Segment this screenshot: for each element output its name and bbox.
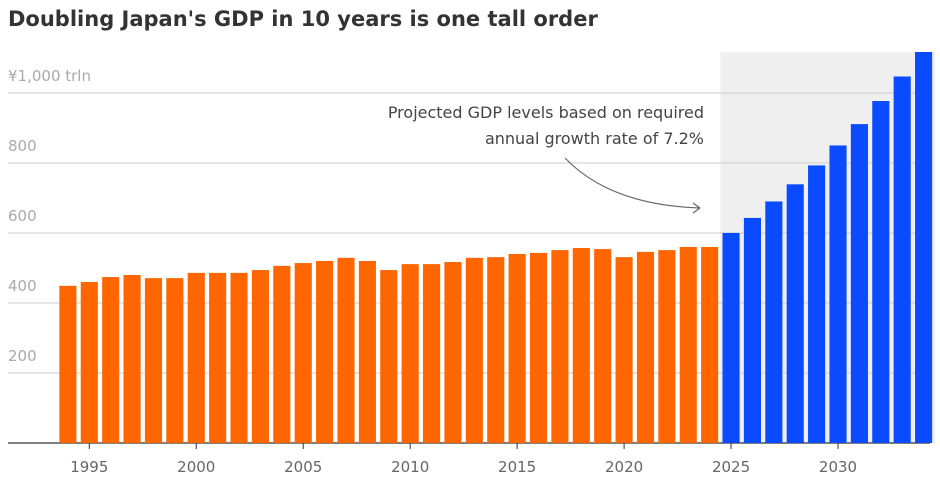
bar <box>615 257 633 443</box>
bar <box>872 101 890 444</box>
bar <box>123 274 141 443</box>
y-tick-label: 800 <box>8 137 37 155</box>
bar <box>230 272 248 443</box>
bar <box>508 253 526 443</box>
bar <box>401 264 419 443</box>
bar <box>423 264 441 443</box>
bar <box>893 76 911 443</box>
bar <box>529 252 548 443</box>
bar <box>102 277 120 443</box>
x-tick-label: 2030 <box>819 458 857 476</box>
bar <box>594 249 612 443</box>
x-tick-label: 1995 <box>70 458 108 476</box>
bar <box>380 270 398 443</box>
bar <box>701 246 719 443</box>
bar <box>144 278 163 443</box>
x-tick-label: 2005 <box>284 458 322 476</box>
bar <box>551 250 569 443</box>
bar <box>786 184 804 443</box>
bar <box>765 201 783 443</box>
x-tick-label: 2000 <box>177 458 215 476</box>
bar <box>294 263 312 443</box>
bar <box>850 124 868 443</box>
bar <box>722 232 740 443</box>
bar <box>337 257 355 443</box>
bar <box>636 251 655 443</box>
bar <box>251 270 269 443</box>
bar <box>487 257 505 443</box>
x-tick-label: 2010 <box>391 458 429 476</box>
bar <box>743 217 762 443</box>
bar <box>658 250 676 443</box>
arrow-head <box>692 202 701 214</box>
bar <box>59 285 77 443</box>
y-tick-label: 600 <box>8 207 37 225</box>
bar <box>679 246 697 443</box>
bar <box>273 265 291 443</box>
bar <box>572 248 590 443</box>
x-tick-label: 2025 <box>712 458 750 476</box>
bar <box>465 257 483 443</box>
x-tick-label: 2015 <box>498 458 536 476</box>
bar <box>829 145 847 443</box>
bars <box>59 52 933 444</box>
annotation-arrow <box>564 157 701 209</box>
y-tick-label: ¥1,000 trln <box>8 67 91 85</box>
bar <box>808 165 826 444</box>
bar <box>316 260 334 443</box>
bar <box>166 278 184 443</box>
x-tick-label: 2020 <box>605 458 643 476</box>
y-tick-label: 400 <box>8 277 37 295</box>
bar <box>80 281 98 443</box>
bar <box>358 260 376 443</box>
bar <box>187 272 205 443</box>
annotation: annual growth rate of 7.2% <box>485 129 704 148</box>
y-tick-label: 200 <box>8 347 37 365</box>
annotation: Projected GDP levels based on required <box>388 103 704 122</box>
chart-title: Doubling Japan's GDP in 10 years is one … <box>8 7 598 31</box>
bar <box>915 52 933 443</box>
bar <box>444 262 462 443</box>
bar <box>209 272 227 443</box>
